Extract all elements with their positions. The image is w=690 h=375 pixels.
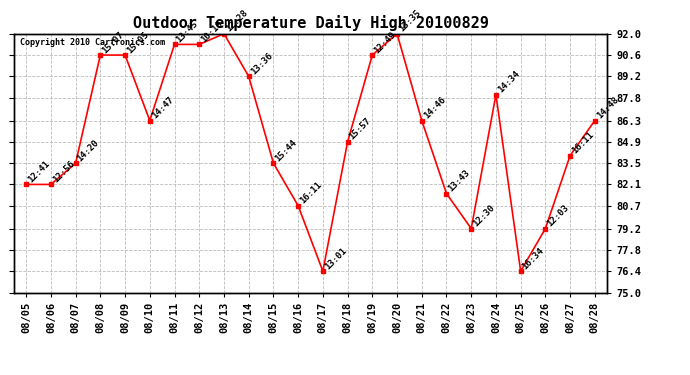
Text: 12:03: 12:03 xyxy=(545,203,571,229)
Text: 12:49: 12:49 xyxy=(373,30,397,55)
Text: 13:35: 13:35 xyxy=(397,8,422,34)
Text: 15:57: 15:57 xyxy=(348,117,373,142)
Text: 12:30: 12:30 xyxy=(471,203,497,229)
Text: 15:44: 15:44 xyxy=(273,138,299,163)
Text: Copyright 2010 Cartronics.com: Copyright 2010 Cartronics.com xyxy=(20,38,165,46)
Text: 12:56: 12:56 xyxy=(51,159,77,184)
Text: 10:18: 10:18 xyxy=(199,19,225,44)
Text: 12:28: 12:28 xyxy=(224,8,249,34)
Text: 14:48: 14:48 xyxy=(595,95,620,120)
Text: 16:11: 16:11 xyxy=(570,130,595,156)
Text: 15:05: 15:05 xyxy=(125,30,150,55)
Text: 15:07: 15:07 xyxy=(100,30,126,55)
Text: 13:01: 13:01 xyxy=(323,246,348,271)
Text: 13:36: 13:36 xyxy=(248,51,274,76)
Text: 14:20: 14:20 xyxy=(76,138,101,163)
Text: 13:43: 13:43 xyxy=(446,168,472,194)
Text: 14:47: 14:47 xyxy=(150,95,175,120)
Text: 16:11: 16:11 xyxy=(298,180,324,206)
Title: Outdoor Temperature Daily High 20100829: Outdoor Temperature Daily High 20100829 xyxy=(132,15,489,31)
Text: 13:45: 13:45 xyxy=(175,19,200,44)
Text: 14:46: 14:46 xyxy=(422,95,447,120)
Text: 14:34: 14:34 xyxy=(496,69,522,94)
Text: 16:34: 16:34 xyxy=(521,246,546,271)
Text: 12:41: 12:41 xyxy=(26,159,52,184)
